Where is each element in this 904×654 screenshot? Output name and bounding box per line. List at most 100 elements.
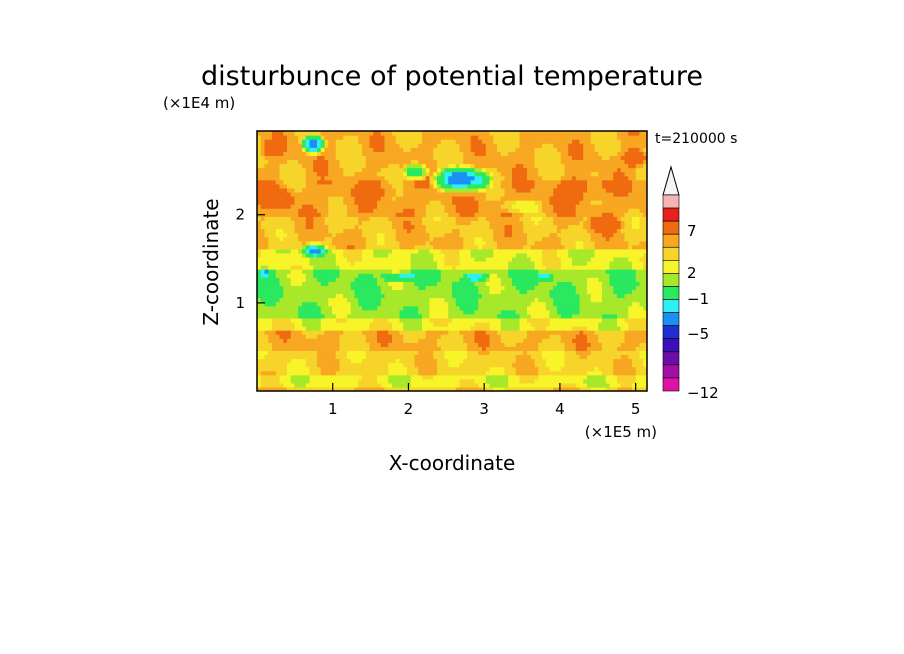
heatmap-cell — [403, 261, 408, 266]
heatmap-cell — [347, 261, 352, 266]
heatmap-cell — [474, 313, 479, 319]
heatmap-cell — [384, 147, 389, 152]
heatmap-cell — [410, 191, 416, 197]
heatmap-cell — [328, 297, 333, 303]
heatmap-cell — [437, 187, 442, 193]
heatmap-cell — [422, 163, 427, 169]
heatmap-cell — [275, 305, 281, 311]
heatmap-cell — [324, 167, 329, 173]
heatmap-cell — [463, 346, 468, 351]
heatmap-cell — [429, 309, 434, 315]
heatmap-cell — [485, 208, 491, 213]
heatmap-cell — [264, 155, 269, 161]
heatmap-cell — [545, 167, 551, 173]
heatmap-cell — [380, 248, 386, 254]
heatmap-cell — [478, 167, 483, 173]
heatmap-cell — [425, 334, 431, 339]
heatmap-cell — [414, 244, 419, 250]
heatmap-cell — [459, 248, 464, 254]
heatmap-cell — [515, 277, 521, 282]
heatmap-cell — [268, 370, 273, 376]
heatmap-cell — [478, 374, 483, 380]
heatmap-cell — [287, 265, 292, 270]
heatmap-cell — [399, 378, 404, 384]
heatmap-cell — [313, 179, 318, 185]
heatmap-cell — [515, 191, 521, 197]
heatmap-cell — [482, 163, 487, 169]
heatmap-cell — [369, 382, 374, 388]
heatmap-cell — [489, 179, 494, 185]
heatmap-cell — [343, 313, 348, 319]
heatmap-cell — [347, 216, 352, 221]
heatmap-cell — [373, 366, 378, 372]
heatmap-cell — [497, 131, 502, 136]
heatmap-cell — [422, 309, 427, 315]
heatmap-cell — [482, 338, 487, 343]
heatmap-cell — [313, 236, 318, 242]
heatmap-cell — [287, 179, 292, 185]
heatmap-cell — [455, 382, 461, 388]
heatmap-cell — [268, 281, 273, 286]
heatmap-cell — [504, 244, 509, 250]
heatmap-cell — [482, 317, 487, 323]
heatmap-cell — [380, 187, 386, 193]
heatmap-cell — [508, 338, 513, 343]
heatmap-cell — [354, 382, 359, 388]
heatmap-cell — [283, 273, 288, 278]
heatmap-cell — [459, 277, 464, 282]
heatmap-cell — [294, 338, 299, 343]
heatmap-cell — [350, 196, 356, 201]
heatmap-cell — [392, 256, 397, 262]
heatmap-cell — [545, 362, 551, 368]
heatmap-cell — [272, 374, 277, 380]
heatmap-cell — [545, 236, 551, 242]
heatmap-cell — [485, 252, 491, 258]
heatmap-cell — [437, 289, 442, 295]
heatmap-cell — [470, 358, 476, 364]
heatmap-cell — [440, 187, 446, 193]
heatmap-cell — [369, 277, 374, 282]
heatmap-cell — [444, 285, 449, 291]
heatmap-cell — [392, 147, 397, 152]
heatmap-cell — [264, 342, 269, 347]
heatmap-cell — [268, 167, 273, 173]
heatmap-cell — [422, 386, 427, 391]
heatmap-cell — [260, 338, 266, 343]
heatmap-cell — [437, 366, 442, 372]
heatmap-cell — [448, 366, 453, 372]
heatmap-cell — [332, 232, 337, 238]
heatmap-cell — [425, 256, 431, 262]
heatmap-cell — [478, 273, 483, 278]
heatmap-cell — [512, 143, 517, 148]
heatmap-cell — [257, 269, 262, 274]
heatmap-cell — [279, 204, 284, 209]
heatmap-cell — [305, 374, 311, 380]
heatmap-cell — [365, 216, 371, 221]
heatmap-cell — [429, 183, 434, 189]
heatmap-cell — [403, 236, 408, 242]
heatmap-cell — [272, 143, 277, 148]
heatmap-cell — [268, 135, 273, 140]
heatmap-cell — [410, 183, 416, 189]
heatmap-cell — [354, 171, 359, 177]
heatmap-cell — [395, 309, 401, 315]
heatmap-cell — [279, 212, 284, 217]
heatmap-cell — [448, 265, 453, 270]
heatmap-cell — [530, 248, 536, 254]
heatmap-cell — [538, 163, 543, 169]
heatmap-cell — [365, 370, 371, 376]
heatmap-cell — [418, 232, 423, 238]
heatmap-cell — [504, 301, 509, 307]
heatmap-cell — [332, 183, 337, 189]
heatmap-cell — [339, 183, 344, 189]
heatmap-cell — [478, 301, 483, 307]
heatmap-cell — [260, 305, 266, 311]
heatmap-cell — [515, 248, 521, 254]
heatmap-cell — [440, 382, 446, 388]
heatmap-cell — [523, 382, 528, 388]
heatmap-cell — [422, 159, 427, 165]
heatmap-cell — [508, 326, 513, 331]
heatmap-cell — [470, 301, 476, 307]
heatmap-cell — [275, 366, 281, 372]
heatmap-cell — [362, 330, 367, 335]
